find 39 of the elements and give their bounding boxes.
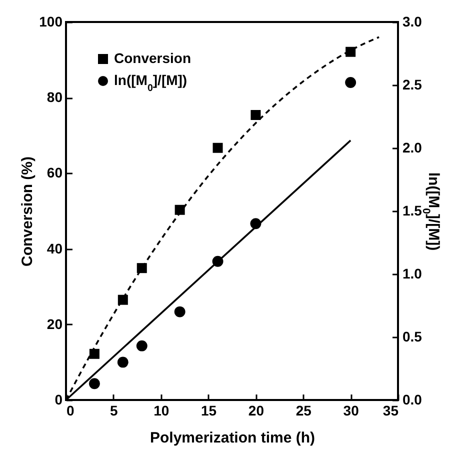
y2-tick-label: 1.0 bbox=[402, 266, 422, 282]
x-tick-label: 25 bbox=[296, 402, 312, 418]
point bbox=[346, 46, 356, 57]
y2-tick-label: 1.5 bbox=[402, 202, 422, 218]
legend-label: ln([M$_{0}$]/[M]) bbox=[114, 72, 188, 94]
x-tick-label: 15 bbox=[200, 402, 217, 418]
point bbox=[174, 306, 186, 318]
y-tick-label: 60 bbox=[46, 164, 63, 181]
point bbox=[212, 256, 224, 267]
point bbox=[136, 340, 148, 352]
point bbox=[174, 204, 185, 215]
y-tick-label: 20 bbox=[46, 316, 63, 332]
x-tick-label: 30 bbox=[343, 402, 360, 418]
y2-tick-label: 3.0 bbox=[402, 14, 422, 30]
y2-tick-label: 2.0 bbox=[402, 140, 422, 156]
y2-tick-label: 0.5 bbox=[402, 328, 422, 344]
point bbox=[212, 142, 223, 153]
y-tick-label: 40 bbox=[46, 240, 63, 256]
point bbox=[89, 348, 100, 359]
x-tick-label: 0 bbox=[66, 402, 74, 418]
point bbox=[117, 356, 128, 368]
y-tick-label: 0 bbox=[54, 392, 63, 408]
point bbox=[345, 77, 356, 88]
point bbox=[250, 218, 262, 230]
point bbox=[250, 110, 261, 120]
x-axis-title: Polymerization time (h) bbox=[150, 430, 316, 446]
point bbox=[88, 378, 100, 390]
legend-label: Conversion bbox=[114, 50, 192, 66]
x-tick-label: 20 bbox=[248, 402, 264, 418]
x-tick-label: 10 bbox=[154, 402, 170, 418]
x-tick-label: 35 bbox=[382, 402, 399, 418]
y2-tick-label: 0.0 bbox=[402, 392, 422, 408]
y-tick-label: 100 bbox=[39, 14, 63, 30]
y2-tick-label: 2.5 bbox=[402, 76, 422, 92]
y-axis-title: Conversion (%) bbox=[19, 156, 36, 267]
y-tick-label: 80 bbox=[46, 89, 63, 106]
point bbox=[118, 294, 128, 305]
point bbox=[136, 263, 147, 274]
x-tick-label: 5 bbox=[110, 402, 118, 418]
